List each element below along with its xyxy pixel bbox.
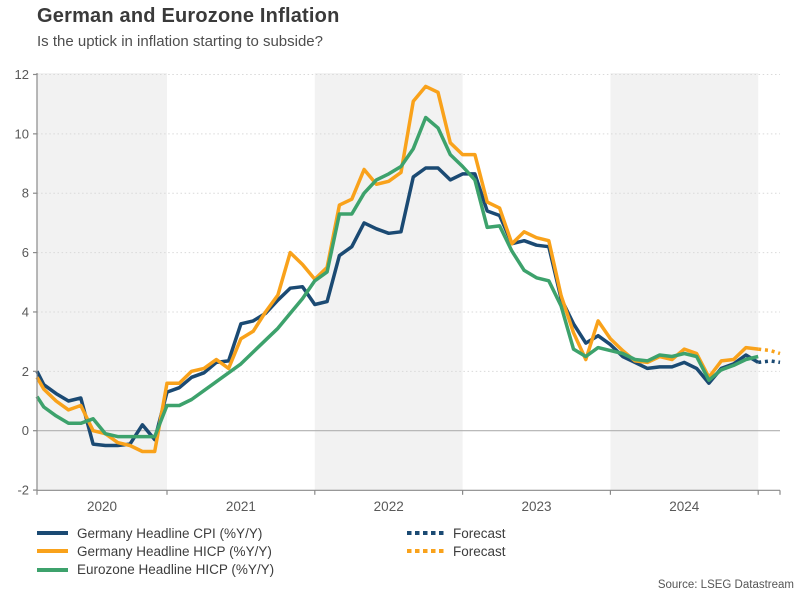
- forecast-hicp-dotted-swatch: [407, 549, 447, 554]
- legend-forecast: Forecast Forecast: [407, 524, 506, 561]
- x-tick-label-2022: 2022: [374, 499, 404, 514]
- germany-cpi-line-swatch: [37, 531, 68, 536]
- source-credit: Source: LSEG Datastream: [657, 579, 794, 591]
- legend-item-forecast-hicp: Forecast: [407, 542, 506, 560]
- y-tick-label-10: 10: [15, 126, 29, 141]
- legend-label: Germany Headline HICP (%Y/Y): [77, 543, 272, 559]
- chart-title: German and Eurozone Inflation: [37, 5, 340, 27]
- legend-label: Forecast: [453, 525, 506, 541]
- legend-item-forecast-cpi: Forecast: [407, 524, 506, 542]
- x-tick-label-2024: 2024: [669, 499, 700, 514]
- x-tick-label-2020: 2020: [87, 499, 117, 514]
- series-line-2: [35, 115, 759, 439]
- legend-label: Germany Headline CPI (%Y/Y): [77, 525, 263, 541]
- year-band-2022: [314, 73, 463, 491]
- y-tick-label--2: -2: [17, 483, 29, 498]
- x-tick-label-2021: 2021: [226, 499, 256, 514]
- x-tick-label-2023: 2023: [521, 499, 551, 514]
- legend-item-germany-hicp: Germany Headline HICP (%Y/Y): [37, 542, 274, 560]
- year-band-2024: [610, 73, 759, 491]
- legend-item-germany-cpi: Germany Headline CPI (%Y/Y): [37, 524, 274, 542]
- forecast-cpi-dotted-swatch: [407, 531, 447, 536]
- germany-hicp-line-swatch: [37, 549, 68, 554]
- y-tick-label-2: 2: [22, 364, 29, 379]
- year-band-2020: [37, 73, 167, 491]
- y-tick-label-0: 0: [22, 423, 29, 438]
- legend: Germany Headline CPI (%Y/Y) Germany Head…: [37, 524, 274, 579]
- series-line-4-forecast: [757, 347, 781, 356]
- y-tick-label-12: 12: [15, 67, 29, 82]
- legend-label: Eurozone Headline HICP (%Y/Y): [77, 562, 275, 578]
- legend-label: Forecast: [453, 543, 506, 559]
- chart-subtitle: Is the uptick in inflation starting to s…: [37, 33, 323, 50]
- legend-item-eurozone-hicp: Eurozone Headline HICP (%Y/Y): [37, 561, 274, 579]
- y-tick-label-8: 8: [22, 186, 29, 201]
- y-tick-label-4: 4: [22, 304, 29, 319]
- series-line-3-forecast: [757, 359, 781, 365]
- eurozone-hicp-line-swatch: [37, 567, 68, 572]
- y-tick-label-6: 6: [22, 245, 29, 260]
